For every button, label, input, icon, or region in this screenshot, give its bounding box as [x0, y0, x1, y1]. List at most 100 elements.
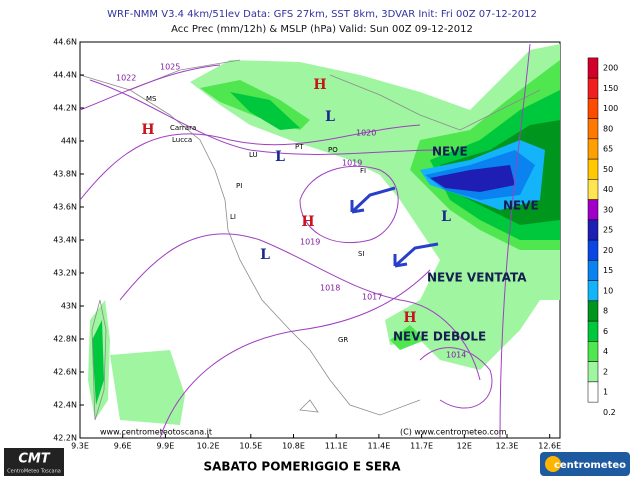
- low-symbol: L: [325, 109, 335, 125]
- logo-left-sub: CentroMeteo Toscana: [7, 469, 61, 475]
- colorbar-label: 65: [603, 145, 613, 154]
- isobar-label: 1022: [116, 74, 136, 83]
- logo-right: centrometeo: [554, 460, 626, 471]
- colorbar-label: 6: [603, 327, 608, 336]
- annotation: NEVE VENTATA: [427, 271, 527, 285]
- lon-label: 11.1E: [325, 442, 348, 451]
- colorbar-box: [587, 280, 599, 302]
- isobar-label: 1025: [160, 63, 180, 72]
- colorbar-box: [587, 199, 599, 221]
- caption: SABATO POMERIGGIO E SERA: [203, 460, 401, 474]
- isobars: [79, 43, 531, 439]
- lat-label: 44.6N: [53, 38, 77, 47]
- high-symbol: H: [141, 122, 154, 138]
- isobar-labels: 1022 1025 1020 1019 1019 1018 1017 1014: [116, 63, 466, 360]
- logo-left: CMT: [18, 452, 50, 467]
- low-symbol: L: [260, 247, 270, 263]
- lon-label: 10.2E: [197, 442, 220, 451]
- lat-label: 44.4N: [53, 71, 77, 80]
- lat-label: 42.4N: [53, 401, 77, 410]
- city-label: MS: [146, 95, 157, 103]
- annotation: NEVE DEBOLE: [393, 330, 486, 344]
- isobar-label: 1019: [342, 159, 362, 168]
- low-symbol: L: [441, 209, 451, 225]
- isobar-label: 1019: [300, 238, 320, 247]
- colorbar-label: 50: [603, 165, 613, 174]
- lon-label: 12.6E: [538, 442, 561, 451]
- lat-label: 43.6N: [53, 203, 77, 212]
- colorbar-box: [587, 361, 599, 383]
- city-label: PI: [236, 182, 242, 190]
- low-symbol: L: [275, 149, 285, 165]
- high-symbol: H: [313, 77, 326, 93]
- city-label: PT: [295, 143, 304, 151]
- high-symbol: H: [403, 310, 416, 326]
- colorbar-box: [587, 179, 599, 200]
- colorbar-label: 10: [603, 286, 613, 295]
- logo-sun: [545, 456, 561, 472]
- city-label: Lucca: [172, 136, 192, 144]
- lat-label: 44.2N: [53, 104, 77, 113]
- city-labels: MS Carrara Lucca LU PT PO FI PI LI SI GR: [146, 95, 366, 344]
- colorbar-box: [587, 239, 599, 261]
- colorbar-box: [587, 341, 599, 362]
- lon-label: 9.6E: [114, 442, 132, 451]
- precipitation: [88, 44, 560, 425]
- lat-label: 42.6N: [53, 368, 77, 377]
- colorbar-label: 1: [603, 388, 608, 397]
- header-line2: Acc Prec (mm/12h) & MSLP (hPa) Valid: Su…: [171, 24, 473, 35]
- lon-labels: 9.3E 9.6E 9.9E 10.2E 10.5E 10.8E 11.1E 11.4E 11.…: [71, 434, 561, 451]
- lon-label: 11.7E: [410, 442, 433, 451]
- colorbar-box: [587, 57, 599, 79]
- pressure-centers: H H H H L L L L: [141, 77, 451, 326]
- colorbar-label: 2: [603, 367, 608, 376]
- map-area: MS Carrara Lucca LU PT PO FI PI LI SI GR…: [79, 41, 561, 439]
- watermark: (C) www.centrometeo.com: [400, 428, 507, 437]
- city-label: GR: [338, 336, 348, 344]
- colorbar-label: 100: [603, 104, 618, 113]
- lat-label: 43.4N: [53, 236, 77, 245]
- colorbar-label: 0.2: [603, 408, 616, 417]
- colorbar-label: 30: [603, 205, 613, 214]
- lon-label: 11.4E: [367, 442, 390, 451]
- city-label: PO: [328, 146, 338, 154]
- colorbar-box: [587, 77, 599, 99]
- colorbar-label: 8: [603, 307, 608, 316]
- lat-label: 42.8N: [53, 335, 77, 344]
- city-label: LU: [249, 151, 258, 159]
- high-symbol: H: [301, 214, 314, 230]
- isobar-label: 1020: [356, 129, 376, 138]
- lon-label: 9.9E: [157, 442, 175, 451]
- lon-label: 9.3E: [71, 442, 89, 451]
- colorbar-label: 200: [603, 64, 618, 73]
- city-label: LI: [230, 213, 236, 221]
- colorbar-box: [587, 118, 599, 140]
- lon-label: 12.3E: [496, 442, 519, 451]
- lat-labels: 44.6N 44.4N 44.2N 44N 43.8N 43.6N 43.4N 43.2N 43…: [53, 38, 84, 443]
- isobar-label: 1018: [320, 284, 340, 293]
- city-label: FI: [360, 167, 366, 175]
- colorbar-box: [587, 138, 599, 160]
- city-label: Carrara: [170, 124, 196, 132]
- colorbar-box: [587, 300, 599, 322]
- colorbar-label: 4: [603, 347, 608, 356]
- isobar-label: 1017: [362, 293, 382, 302]
- logo-left-box: [4, 448, 64, 476]
- lat-label: 42.2N: [53, 434, 77, 443]
- colorbar-box: [587, 219, 599, 241]
- colorbar-box: [587, 260, 599, 281]
- footer: CMT CentroMeteo Toscana SABATO POMERIGGI…: [4, 448, 630, 476]
- lat-label: 43.2N: [53, 269, 77, 278]
- colorbar: 200 150 100 80 65 50 40 30 25 20 15 10 8 6 4 2 1 0.2: [587, 57, 618, 417]
- annotation: NEVE: [432, 145, 468, 159]
- logo-right-box: [540, 452, 630, 476]
- colorbar-label: 80: [603, 124, 613, 133]
- colorbar-label: 15: [603, 266, 613, 275]
- colorbar-label: 40: [603, 185, 613, 194]
- arrows: [350, 186, 439, 268]
- lat-label: 43.8N: [53, 170, 77, 179]
- colorbar-box: [587, 98, 599, 119]
- lon-label: 12E: [457, 442, 472, 451]
- colorbar-box: [587, 158, 599, 180]
